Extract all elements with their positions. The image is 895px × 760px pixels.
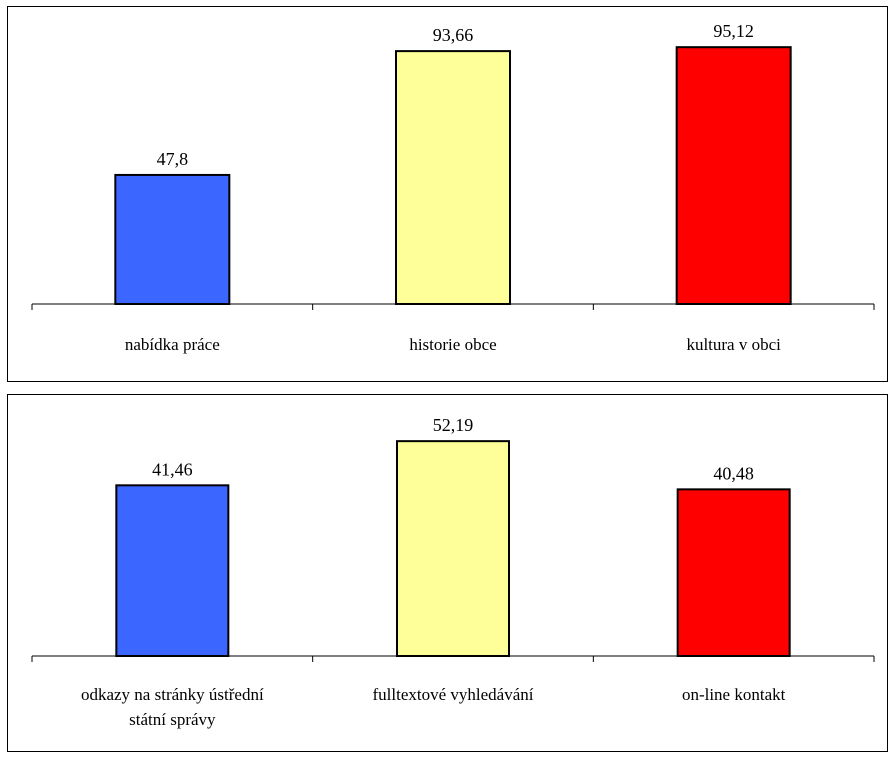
chart-2-category-label-3: on-line kontakt	[682, 685, 786, 704]
chart-1-category-label-2: historie obce	[409, 335, 496, 354]
chart-1-bar-1	[115, 175, 229, 304]
chart-2-data-label-1: 41,46	[152, 459, 193, 479]
chart-1-category-label-1: nabídka práce	[125, 335, 220, 354]
chart-panel-1: 47,8 93,66 95,12 nabídka práce historie obce…	[7, 6, 888, 382]
chart-2-bar-3	[678, 489, 790, 656]
chart-2-category-label-1: odkazy na stránky ústřední státní správy	[81, 685, 264, 729]
chart-1-category-label-3: kultura v obci	[686, 335, 781, 354]
chart-2-category-label-2: fulltextové vyhledávání	[373, 685, 534, 704]
chart-1-data-label-3: 95,12	[713, 21, 754, 41]
chart-2-data-label-3: 40,48	[713, 463, 754, 483]
chart-1-data-label-1: 47,8	[157, 149, 189, 169]
chart-1-data-label-2: 93,66	[433, 25, 474, 45]
chart-1-bar-2	[396, 51, 510, 304]
chart-2-bar-1	[116, 485, 228, 656]
chart-2-bar-2	[397, 441, 509, 656]
chart-panel-2: 41,46 52,19 40,48 odkazy na stránky ústředn…	[7, 394, 888, 752]
chart-1-bar-3	[677, 47, 791, 304]
chart-2-svg: 41,46 52,19 40,48 odkazy na stránky ústředn…	[8, 395, 889, 753]
chart-2-data-label-2: 52,19	[433, 415, 474, 435]
chart-1-svg: 47,8 93,66 95,12 nabídka práce historie obce…	[8, 7, 889, 383]
